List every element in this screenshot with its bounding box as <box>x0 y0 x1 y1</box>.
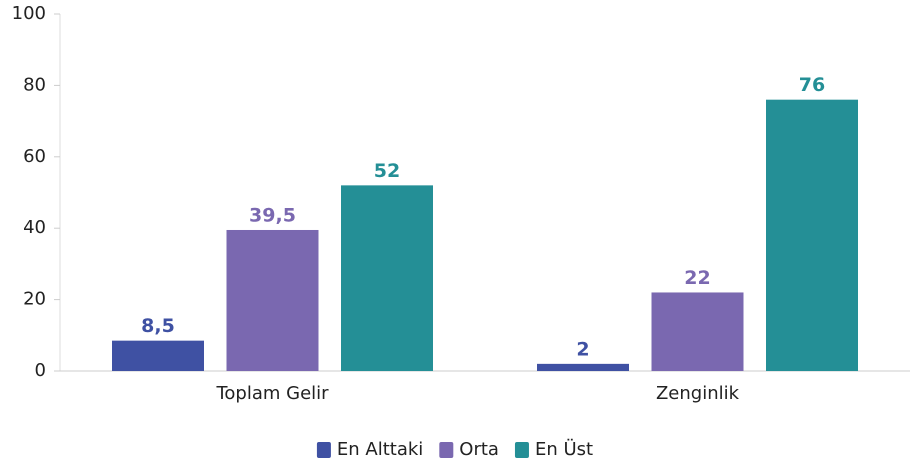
y-tick-label: 100 <box>12 3 46 24</box>
y-tick-label: 60 <box>23 146 46 167</box>
y-tick-label: 80 <box>23 74 46 95</box>
value-label: 8,5 <box>141 315 175 337</box>
legend-label: En Alttaki <box>337 439 423 460</box>
legend-swatch <box>439 442 454 458</box>
y-tick-label: 40 <box>23 217 46 238</box>
value-label: 22 <box>684 267 710 289</box>
bar <box>537 363 629 371</box>
value-label: 52 <box>374 160 400 182</box>
value-label: 76 <box>799 74 825 96</box>
x-tick-label: Zenginlik <box>656 383 740 404</box>
bar <box>112 340 204 371</box>
legend-label: Orta <box>459 439 499 460</box>
x-tick-label: Toplam Gelir <box>215 383 329 404</box>
y-tick-label: 0 <box>35 360 46 381</box>
bar <box>341 185 433 371</box>
legend-swatch <box>316 442 331 458</box>
bar <box>766 99 858 372</box>
value-label: 39,5 <box>249 204 296 226</box>
y-tick-label: 20 <box>23 289 46 310</box>
bar <box>651 292 744 371</box>
legend-label: En Üst <box>535 438 593 460</box>
bar <box>226 229 319 371</box>
value-label: 2 <box>576 338 589 360</box>
legend-swatch <box>514 442 529 458</box>
